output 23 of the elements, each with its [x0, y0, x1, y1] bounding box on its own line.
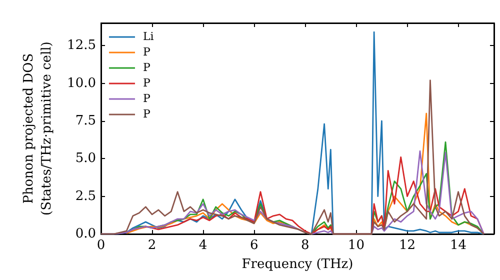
y-tick-label: 2.5 [75, 188, 96, 204]
x-tick-label: 4 [198, 238, 208, 253]
x-tick-label: 14 [450, 238, 467, 253]
y-tick-label: 7.5 [75, 113, 96, 128]
y-tick-label: 10.0 [67, 76, 96, 91]
legend-label: P [143, 92, 151, 105]
legend-label: P [143, 76, 151, 90]
y-tick-label: 12.5 [67, 38, 96, 54]
y-tick-label: 0.0 [75, 226, 96, 242]
line-series [100, 80, 484, 235]
x-tick-label: 0 [96, 238, 106, 253]
legend-label: P [143, 108, 151, 120]
x-tick-label: 10 [348, 238, 364, 253]
x-tick-label: 8 [301, 238, 310, 253]
legend-label: Li [143, 30, 154, 43]
legend-label: P [143, 61, 151, 74]
x-tick-label: 6 [250, 238, 258, 253]
x-tick-label: 2 [148, 238, 156, 253]
y-axis-title: Phonon projected DOS (States/THz·primitive cell) [22, 41, 55, 216]
x-axis-title: Frequency (THz) [242, 257, 354, 272]
y-tick-label: 5.0 [75, 151, 96, 166]
x-tick-label: 12 [398, 238, 416, 253]
legend-label: P [143, 46, 151, 58]
